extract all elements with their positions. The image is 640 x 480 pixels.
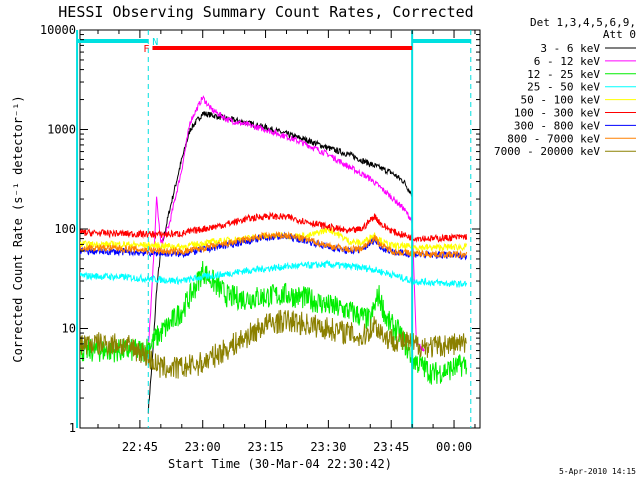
x-tick-label: 23:00	[185, 440, 221, 454]
x-tick-label: 23:15	[247, 440, 283, 454]
series-line-8	[80, 309, 468, 379]
legend-label-2: 12 - 25 keV	[527, 68, 600, 81]
y-tick-label: 10	[62, 322, 76, 336]
series-line-0	[147, 110, 413, 414]
series-line-2	[80, 260, 468, 385]
series-line-3	[80, 259, 468, 288]
legend-label-0: 3 - 6 keV	[540, 42, 600, 55]
y-axis-label: Corrected Count Rate (s⁻¹ detector⁻¹)	[11, 95, 25, 362]
legend-label-1: 6 - 12 keV	[534, 55, 601, 68]
legend-label-3: 25 - 50 keV	[527, 81, 600, 94]
y-tick-label: 10000	[40, 23, 76, 37]
series-line-7	[80, 230, 468, 259]
series-layer	[80, 95, 468, 414]
series-line-5	[80, 211, 468, 243]
legend-header-line-2: Att 0	[603, 28, 636, 41]
y-tick-label: 1	[69, 421, 76, 435]
legend-label-7: 800 - 7000 keV	[507, 132, 600, 145]
series-line-1	[143, 95, 425, 361]
legend-label-5: 100 - 300 keV	[514, 107, 600, 120]
chart-title: HESSI Observing Summary Count Rates, Cor…	[58, 3, 473, 21]
x-axis-label: Start Time (30-Mar-04 22:30:42)	[168, 457, 392, 471]
flag-label-N: N	[152, 37, 158, 48]
legend-label-8: 7000 - 20000 keV	[494, 145, 600, 158]
legend-label-4: 50 - 100 keV	[521, 94, 601, 107]
x-tick-label: 22:45	[122, 440, 158, 454]
legend-label-6: 300 - 800 keV	[514, 119, 600, 132]
flags-layer: NF	[76, 30, 472, 428]
x-tick-label: 23:30	[310, 440, 346, 454]
y-tick-label: 1000	[47, 123, 76, 137]
legend-header-line-1: Det 1,3,4,5,6,9,	[530, 16, 636, 29]
timestamp: 5-Apr-2010 14:15	[559, 467, 636, 476]
flag-label-F: F	[143, 44, 149, 55]
x-tick-label: 23:45	[373, 440, 409, 454]
y-tick-label: 100	[54, 222, 76, 236]
x-tick-label: 00:00	[436, 440, 472, 454]
axes-layer: 1 10 100 1000 10000 22:45 23:00 23:15 23:30 23:45…	[40, 23, 480, 454]
plot-frame	[79, 29, 481, 429]
